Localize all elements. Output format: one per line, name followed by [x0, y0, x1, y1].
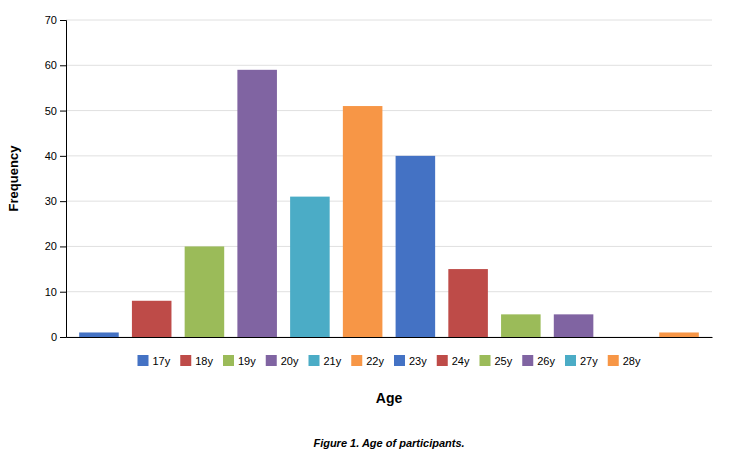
- chart: 0 10 20 30 40 50 60 70 Frequency 17y 18y 19y 20y 21y 2…: [0, 0, 732, 459]
- bars: [79, 70, 699, 337]
- y-tick-mark: [60, 65, 66, 66]
- legend-swatch: [266, 355, 277, 366]
- legend-swatch: [180, 355, 191, 366]
- y-tick: 70: [45, 14, 66, 26]
- bar: [290, 197, 330, 337]
- legend-label: 17y: [153, 355, 171, 367]
- bar: [237, 70, 277, 337]
- y-tick: 30: [45, 195, 66, 207]
- bar: [659, 332, 699, 337]
- legend-item: 27y: [565, 355, 598, 367]
- y-tick-mark: [60, 201, 66, 202]
- legend-item: 24y: [437, 355, 470, 367]
- legend-swatch: [138, 355, 149, 366]
- legend-item: 19y: [223, 355, 256, 367]
- legend-item: 22y: [351, 355, 384, 367]
- y-tick-mark: [60, 156, 66, 157]
- legend-item: 18y: [180, 355, 213, 367]
- y-tick-mark: [60, 20, 66, 21]
- x-axis: [67, 337, 713, 338]
- y-axis-line: [60, 21, 67, 338]
- legend-swatch: [394, 355, 405, 366]
- legend-label: 23y: [409, 355, 427, 367]
- legend-label: 20y: [281, 355, 299, 367]
- legend-swatch: [565, 355, 576, 366]
- legend-label: 24y: [452, 355, 470, 367]
- legend-swatch: [309, 355, 320, 366]
- legend-label: 27y: [580, 355, 598, 367]
- grid-line: [66, 246, 712, 247]
- bar: [396, 156, 436, 337]
- legend-swatch: [522, 355, 533, 366]
- y-tick: 10: [45, 286, 66, 298]
- legend-item: 26y: [522, 355, 555, 367]
- y-tick-label: 60: [45, 59, 57, 71]
- x-axis-line: [67, 337, 713, 338]
- y-tick-label: 70: [45, 14, 57, 26]
- legend-item: 23y: [394, 355, 427, 367]
- legend-swatch: [223, 355, 234, 366]
- y-tick: 20: [45, 240, 66, 252]
- bar: [132, 301, 172, 337]
- grid: [66, 20, 712, 337]
- y-tick-label: 30: [45, 195, 57, 207]
- y-tick-mark: [60, 337, 66, 338]
- bar: [501, 314, 541, 337]
- legend-swatch: [608, 355, 619, 366]
- legend-label: 18y: [195, 355, 213, 367]
- legend-label: 26y: [537, 355, 555, 367]
- y-axis-title: Frequency: [6, 145, 21, 212]
- bar: [185, 246, 225, 337]
- legend-item: 25y: [480, 355, 513, 367]
- y-tick: 50: [45, 105, 66, 117]
- bar: [607, 337, 647, 338]
- grid-line: [66, 20, 712, 21]
- bar: [448, 269, 488, 337]
- y-tick-label: 10: [45, 286, 57, 298]
- grid-line: [66, 201, 712, 202]
- y-tick: 60: [45, 59, 66, 71]
- bar: [554, 314, 594, 337]
- x-axis-title: Age: [376, 390, 403, 406]
- legend-swatch: [351, 355, 362, 366]
- bar: [79, 332, 119, 337]
- grid-line: [66, 291, 712, 292]
- grid-line: [66, 155, 712, 156]
- legend-label: 22y: [366, 355, 384, 367]
- legend-swatch: [480, 355, 491, 366]
- y-tick: 40: [45, 150, 66, 162]
- caption: Figure 1. Age of participants.: [313, 437, 464, 449]
- y-tick-label: 0: [51, 331, 57, 343]
- legend-item: 28y: [608, 355, 641, 367]
- legend-swatch: [437, 355, 448, 366]
- plot-area: 0 10 20 30 40 50 60 70: [45, 14, 713, 343]
- legend: 17y 18y 19y 20y 21y 22y 23y 24y 25y 26y 27y 28y: [138, 355, 641, 367]
- y-tick-mark: [60, 246, 66, 247]
- grid-line: [66, 65, 712, 66]
- legend-label: 21y: [324, 355, 342, 367]
- y-axis: 0 10 20 30 40 50 60 70: [45, 14, 67, 343]
- y-tick-mark: [60, 111, 66, 112]
- y-tick-label: 50: [45, 105, 57, 117]
- grid-line: [66, 110, 712, 111]
- legend-label: 25y: [495, 355, 513, 367]
- legend-label: 19y: [238, 355, 256, 367]
- y-tick: 0: [51, 331, 66, 343]
- y-tick-label: 20: [45, 240, 57, 252]
- legend-label: 28y: [623, 355, 641, 367]
- bar: [343, 106, 383, 337]
- legend-item: 17y: [138, 355, 171, 367]
- y-tick-mark: [60, 292, 66, 293]
- y-tick-label: 40: [45, 150, 57, 162]
- legend-item: 20y: [266, 355, 299, 367]
- legend-item: 21y: [309, 355, 342, 367]
